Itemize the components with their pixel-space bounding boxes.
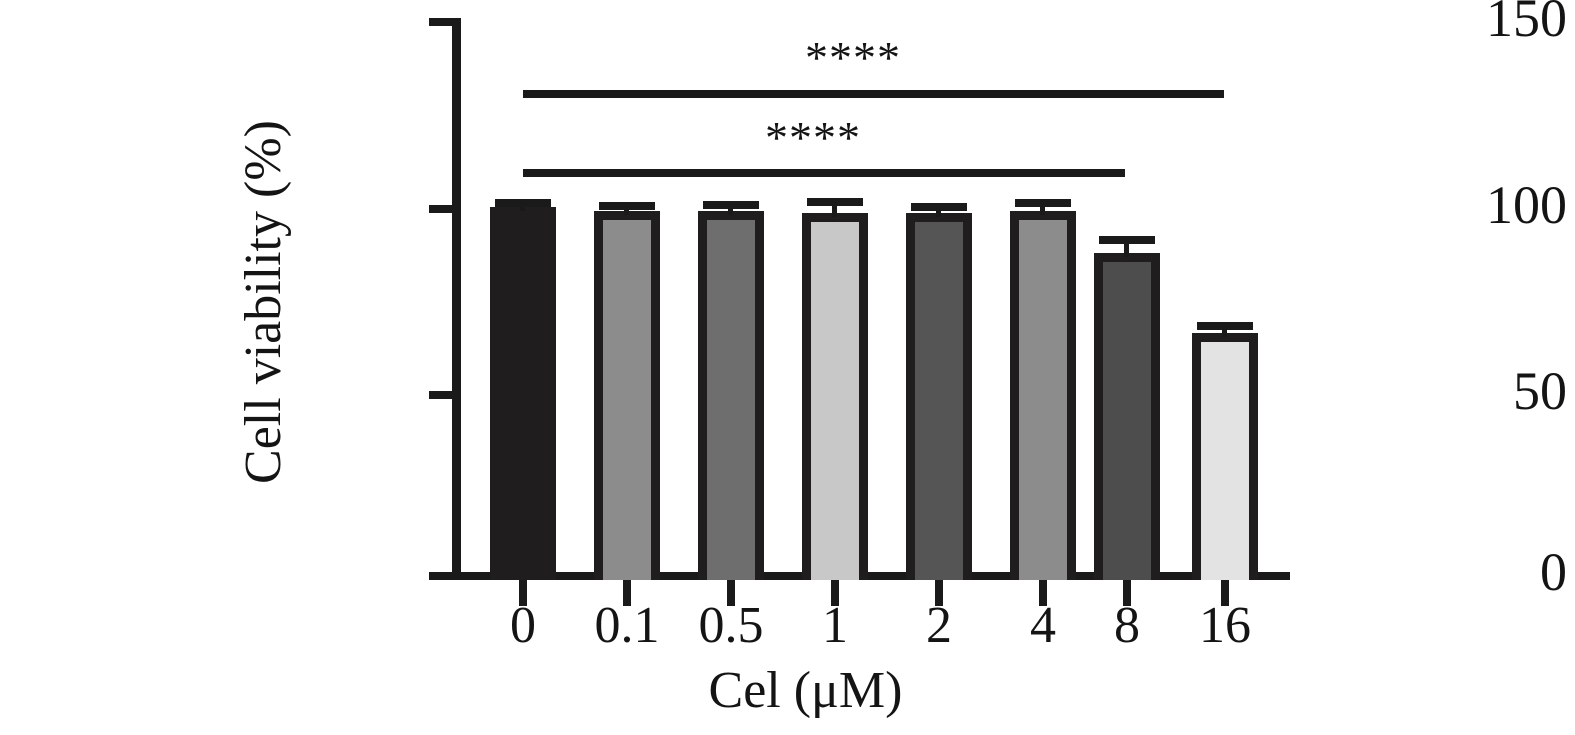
- x-tick-label-6: 8: [1114, 597, 1140, 654]
- significance-stars-0-to-8: ****: [765, 112, 861, 163]
- bar-1: [594, 211, 660, 580]
- errorbar-stem-3: [832, 198, 837, 217]
- errorbar-stem-1: [624, 202, 629, 215]
- x-tick-7: [1221, 580, 1229, 606]
- significance-line-0-to-8: [523, 169, 1125, 177]
- x-tick-5: [1039, 580, 1047, 606]
- x-tick-label-5: 4: [1030, 597, 1056, 654]
- x-tick-label-7: 16: [1199, 597, 1251, 654]
- x-axis-line: [452, 572, 1290, 580]
- y-tick-label-150: 150: [1486, 0, 1567, 48]
- y-tick-0: [429, 572, 453, 580]
- y-tick-label-50: 50: [1513, 361, 1567, 421]
- bar-3: [802, 213, 868, 580]
- x-tick-2: [727, 580, 735, 606]
- errorbar-stem-0: [520, 199, 525, 211]
- x-tick-6: [1123, 580, 1131, 606]
- bar-4: [906, 213, 972, 580]
- errorbar-stem-7: [1222, 322, 1227, 337]
- bar-0: [490, 207, 556, 580]
- x-axis-title: Cel (μM): [0, 665, 1575, 717]
- errorbar-stem-5: [1040, 199, 1045, 215]
- x-tick-label-4: 2: [926, 597, 952, 654]
- y-tick-100: [429, 205, 453, 213]
- bar-5: [1010, 211, 1076, 580]
- y-axis-title-text: Cell viability (%): [235, 120, 292, 484]
- bar-2: [698, 211, 764, 580]
- errorbar-stem-2: [728, 201, 733, 215]
- significance-line-0-to-16: [523, 90, 1224, 98]
- x-tick-label-0: 0: [510, 597, 536, 654]
- x-tick-label-3: 1: [822, 597, 848, 654]
- x-tick-0: [519, 580, 527, 606]
- y-tick-150: [429, 18, 453, 26]
- y-tick-label-100: 100: [1486, 175, 1567, 235]
- y-tick-50: [429, 391, 453, 399]
- bar-7: [1192, 333, 1258, 580]
- x-tick-label-2: 0.5: [698, 597, 764, 654]
- x-tick-label-1: 0.1: [594, 597, 660, 654]
- x-tick-1: [623, 580, 631, 606]
- y-axis-line: [452, 18, 461, 579]
- x-tick-4: [935, 580, 943, 606]
- x-axis-title-text: Cel (μM): [708, 662, 903, 719]
- significance-stars-0-to-16: ****: [805, 32, 901, 83]
- errorbar-stem-6: [1124, 236, 1129, 257]
- bar-6: [1094, 253, 1160, 580]
- x-tick-3: [831, 580, 839, 606]
- errorbar-stem-4: [936, 203, 941, 217]
- y-axis-title: Cell viability (%): [235, 0, 308, 484]
- y-tick-label-0: 0: [1540, 542, 1567, 602]
